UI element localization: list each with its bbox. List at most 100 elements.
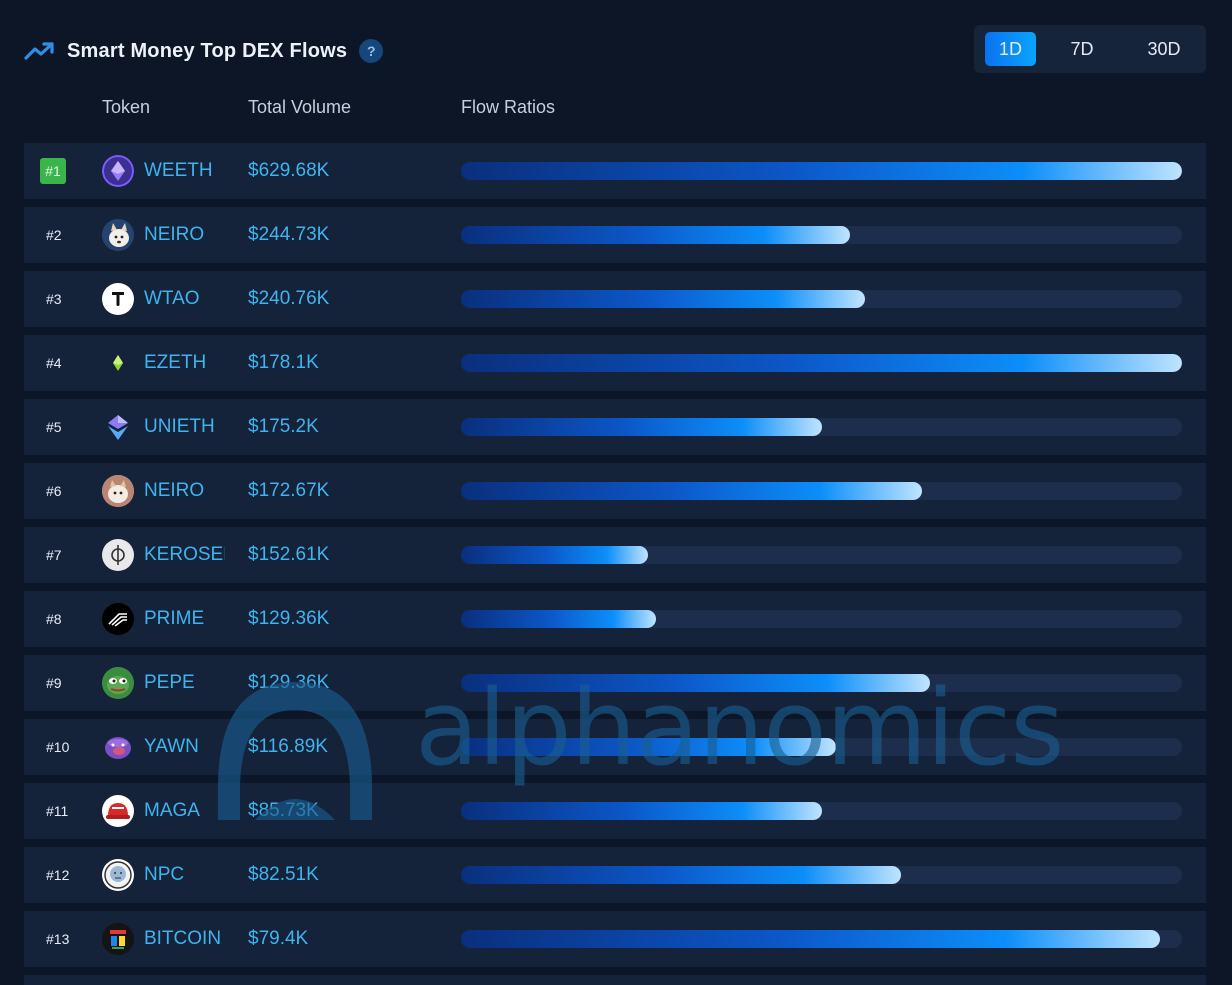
help-icon[interactable]: ? <box>359 39 384 63</box>
flow-ratio-fill <box>461 610 656 628</box>
flow-ratio-fill <box>461 738 836 756</box>
flow-ratio-bar <box>461 674 1182 692</box>
rank-label: #10 <box>46 739 70 755</box>
column-header-flow-ratios: Flow Ratios <box>461 97 556 117</box>
table-row[interactable]: #11 MAGA $85.73K <box>24 783 1206 839</box>
token-volume: $629.68K <box>248 160 330 181</box>
rank-label: #6 <box>46 483 62 499</box>
rank-badge: #1 <box>40 158 66 184</box>
neiro-token-icon <box>102 219 134 251</box>
token-name[interactable]: WTAO <box>144 288 200 309</box>
flow-ratio-fill <box>461 418 822 436</box>
flow-ratio-fill <box>461 674 930 692</box>
token-name[interactable]: PEPE <box>144 672 195 693</box>
rank-label: #12 <box>46 867 70 883</box>
rank-label: #11 <box>46 803 69 819</box>
token-name[interactable]: PRIME <box>144 608 205 629</box>
bitcoin-token-icon <box>102 923 134 955</box>
token-name[interactable]: BITCOIN <box>144 928 222 949</box>
weeth-token-icon <box>102 155 134 187</box>
page-header: Smart Money Top DEX Flows ? <box>24 36 384 66</box>
token-name[interactable]: YAWN <box>144 736 199 757</box>
flow-ratio-bar <box>461 162 1182 180</box>
flow-ratio-bar <box>461 610 1182 628</box>
table-row[interactable]: #6 NEIRO $172.67K <box>24 463 1206 519</box>
table-row[interactable]: #8 PRIME $129.36K <box>24 591 1206 647</box>
flow-ratio-bar <box>461 226 1182 244</box>
yawn-token-icon <box>102 731 134 763</box>
flow-ratio-fill <box>461 802 822 820</box>
flow-ratio-fill <box>461 162 1182 180</box>
flow-ratio-bar <box>461 290 1182 308</box>
neiro-token-icon <box>102 475 134 507</box>
token-name[interactable]: NEIRO <box>144 480 205 501</box>
ezeth-token-icon <box>102 347 134 379</box>
token-name[interactable]: KEROSENE <box>144 544 225 565</box>
token-name[interactable]: EZETH <box>144 352 207 373</box>
token-name[interactable]: NPC <box>144 864 185 885</box>
flow-ratio-fill <box>461 482 923 500</box>
flow-ratio-fill <box>461 866 901 884</box>
flow-ratio-fill <box>461 546 649 564</box>
rank-label: #5 <box>46 419 62 435</box>
trending-up-icon <box>24 39 56 63</box>
token-volume: $244.73K <box>248 224 330 245</box>
token-volume: $129.36K <box>248 672 330 693</box>
flow-ratio-bar <box>461 482 1182 500</box>
page-title: Smart Money Top DEX Flows <box>67 39 348 62</box>
table-row[interactable]: #10 YAWN $116.89K <box>24 719 1206 775</box>
period-toggle: 1D 7D 30D <box>974 25 1206 73</box>
column-header-total-volume: Total Volume <box>248 97 352 117</box>
rank-label: #2 <box>46 227 62 243</box>
token-name[interactable]: WEETH <box>144 160 213 181</box>
flow-ratio-fill <box>461 226 851 244</box>
flow-ratio-fill <box>461 930 1161 948</box>
flow-ratio-bar <box>461 546 1182 564</box>
table-row[interactable]: #13 BITCOIN $79.4K <box>24 911 1206 967</box>
table-row-partial <box>24 975 1206 985</box>
period-7d-button[interactable]: 7D <box>1070 38 1094 59</box>
flow-ratio-bar <box>461 354 1182 372</box>
token-volume: $82.51K <box>248 864 319 885</box>
token-name[interactable]: UNIETH <box>144 416 215 437</box>
period-1d-button[interactable]: 1D <box>985 32 1036 66</box>
rank-label: #3 <box>46 291 62 307</box>
flow-ratio-bar <box>461 418 1182 436</box>
flow-ratio-bar <box>461 866 1182 884</box>
flow-ratio-fill <box>461 290 865 308</box>
table-row[interactable]: #2 NEIRO $244.73K <box>24 207 1206 263</box>
wtao-token-icon <box>102 283 134 315</box>
token-volume: $79.4K <box>248 928 309 949</box>
rank-label: #4 <box>46 355 62 371</box>
table-row[interactable]: #4 EZETH $178.1K <box>24 335 1206 391</box>
token-volume: $152.61K <box>248 544 330 565</box>
unieth-token-icon <box>102 411 134 443</box>
table-row[interactable]: #3 WTAO $240.76K <box>24 271 1206 327</box>
token-volume: $129.36K <box>248 608 330 629</box>
token-volume: $172.67K <box>248 480 330 501</box>
token-name[interactable]: NEIRO <box>144 224 205 245</box>
table-row[interactable]: #12 NPC $82.51K <box>24 847 1206 903</box>
table-row[interactable]: #9 PEPE $129.36K <box>24 655 1206 711</box>
token-volume: $178.1K <box>248 352 319 373</box>
prime-token-icon <box>102 603 134 635</box>
flow-ratio-bar <box>461 738 1182 756</box>
table-row[interactable]: #1 WEETH $629.68K <box>24 143 1206 199</box>
table-row[interactable]: #5 UNIETH $175.2K <box>24 399 1206 455</box>
token-volume: $85.73K <box>248 800 319 821</box>
rank-label: #9 <box>46 675 62 691</box>
npc-token-icon <box>102 859 134 891</box>
column-header-token: Token <box>102 97 151 117</box>
flow-ratio-fill <box>461 354 1182 372</box>
rank-label: #8 <box>46 611 62 627</box>
flow-ratio-bar <box>461 930 1182 948</box>
table-row[interactable]: #7 KEROSENE $152.61K <box>24 527 1206 583</box>
token-volume: $240.76K <box>248 288 330 309</box>
flow-ratio-bar <box>461 802 1182 820</box>
maga-token-icon <box>102 795 134 827</box>
token-name[interactable]: MAGA <box>144 800 200 821</box>
rank-label: #13 <box>46 931 70 947</box>
pepe-token-icon <box>102 667 134 699</box>
period-30d-button[interactable]: 30D <box>1147 38 1181 59</box>
token-volume: $175.2K <box>248 416 319 437</box>
